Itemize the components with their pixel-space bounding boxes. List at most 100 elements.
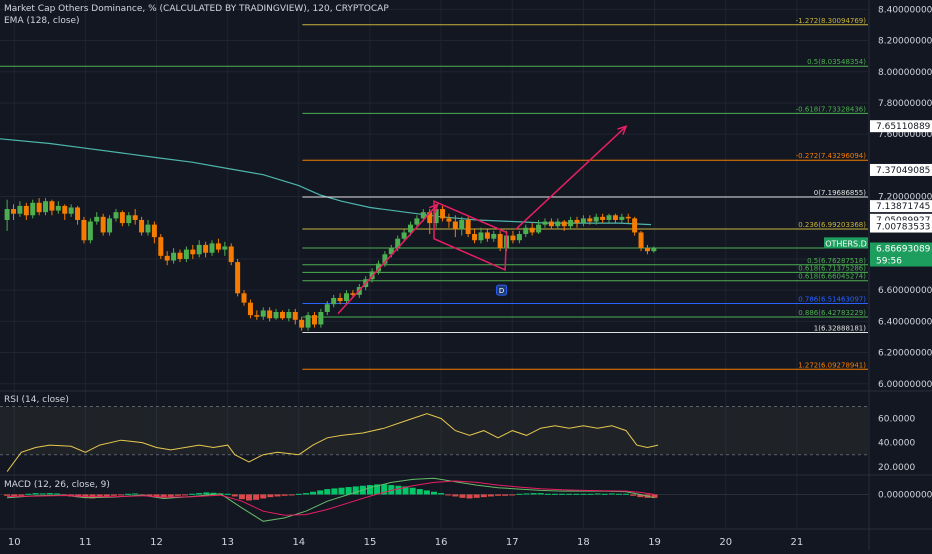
candle-body <box>49 201 55 211</box>
macd-histogram-bar <box>459 494 466 498</box>
macd-histogram-bar <box>167 494 174 497</box>
macd-histogram-bar <box>423 490 430 495</box>
candle-body <box>119 212 125 224</box>
symbol-label-bg <box>824 237 868 249</box>
macd-histogram-bar <box>125 493 132 495</box>
candle-body <box>574 219 580 224</box>
fib-level-label: 0(7.19686855) <box>814 189 866 197</box>
target-arrowhead <box>617 125 628 136</box>
macd-histogram-bar <box>438 493 445 495</box>
macd-histogram-bar <box>46 493 53 495</box>
macd-histogram-bar <box>402 486 409 495</box>
macd-histogram-bar <box>4 494 11 496</box>
candle-body <box>260 310 266 317</box>
macd-histogram-bar <box>580 493 587 495</box>
candle-body <box>440 209 446 219</box>
ema-line <box>0 138 652 226</box>
fib-level-label: 0.5(6.76287518) <box>807 257 866 265</box>
macd-histogram-bar <box>274 494 281 497</box>
macd-histogram-bar <box>224 493 231 495</box>
dividend-marker <box>496 284 508 296</box>
macd-legend: MACD (12, 26, close, 9) <box>4 480 110 490</box>
fib-level-label: -0.618(7.73328436) <box>796 105 867 113</box>
candle-body <box>587 218 593 222</box>
candle-body <box>580 218 586 224</box>
price-axis-tick: 8.00000000 <box>878 68 932 78</box>
candle-body <box>55 205 61 211</box>
candle-body <box>75 207 81 220</box>
candle-body <box>158 237 164 256</box>
price-axis-tick: 8.40000000 <box>878 5 932 15</box>
price-axis-tick: 8.20000000 <box>878 37 932 47</box>
candle-body <box>459 219 465 230</box>
macd-histogram-bar <box>587 493 594 495</box>
price-axis-tick: 7.80000000 <box>878 99 932 109</box>
x-axis-tick: 15 <box>364 537 377 548</box>
candle-body <box>4 209 10 220</box>
rsi-axis-tick: 20.0000 <box>878 463 915 473</box>
candle-body <box>376 263 382 272</box>
flag-pole-line <box>337 203 439 315</box>
candle-body <box>516 234 522 241</box>
macd-histogram-bar <box>551 493 558 495</box>
candle-body <box>196 244 202 255</box>
candle-body <box>177 252 183 259</box>
rsi-line <box>6 413 659 472</box>
candle-body <box>209 243 215 253</box>
macd-histogram-bar <box>608 493 615 495</box>
candle-body <box>523 227 529 234</box>
candle-body <box>94 216 100 222</box>
x-axis-tick: 14 <box>292 537 305 548</box>
candle-body <box>401 232 407 239</box>
candle-body <box>561 221 567 227</box>
macd-histogram-bar <box>246 494 253 501</box>
candle-body <box>11 209 17 214</box>
candle-body <box>190 249 196 255</box>
candle-body <box>23 205 29 216</box>
candle-body <box>81 219 87 241</box>
x-axis-tick: 12 <box>150 537 163 548</box>
macd-histogram-bar <box>331 488 338 495</box>
price-label-bg <box>870 220 932 233</box>
price-label: 7.13871745 <box>876 202 930 212</box>
candle-body <box>267 310 273 319</box>
candle-body <box>491 234 497 239</box>
symbol-label: OTHERS.D <box>825 239 867 248</box>
candle-body <box>484 232 490 239</box>
macd-histogram-bar <box>573 493 580 495</box>
candle-body <box>164 255 170 261</box>
candle-body <box>215 243 221 250</box>
price-axis-tick: 7.60000000 <box>878 130 932 140</box>
macd-axis-tick: 0.00000000 <box>878 490 932 500</box>
x-axis-tick: 19 <box>648 537 661 548</box>
macd-histogram-bar <box>117 494 124 496</box>
candle-body <box>286 312 292 319</box>
price-label-bg <box>870 200 932 213</box>
macd-histogram-bar <box>509 494 516 496</box>
candle-body <box>139 219 145 233</box>
candle-body <box>612 215 618 220</box>
candle-body <box>395 238 401 249</box>
candle-body <box>548 221 554 227</box>
macd-histogram-bar <box>181 494 188 496</box>
candle-body <box>555 221 561 227</box>
x-axis-tick: 11 <box>79 537 92 548</box>
candle-body <box>388 248 394 255</box>
macd-histogram-bar <box>288 494 295 496</box>
candle-body <box>68 207 74 214</box>
macd-histogram-bar <box>281 494 288 496</box>
macd-histogram-bar <box>345 487 352 495</box>
fib-level-label: 1.272(6.09278941) <box>798 361 866 369</box>
fib-level-label: -1.272(8.30094769) <box>796 17 867 25</box>
rsi-legend: RSI (14, close) <box>4 395 69 405</box>
macd-histogram-bar <box>502 494 509 496</box>
macd-histogram-bar <box>253 494 260 500</box>
candle-body <box>305 315 311 328</box>
macd-histogram-bar <box>231 494 238 497</box>
candle-body <box>427 212 433 224</box>
price-axis-tick: 6.40000000 <box>878 317 932 327</box>
candle-body <box>132 215 138 220</box>
